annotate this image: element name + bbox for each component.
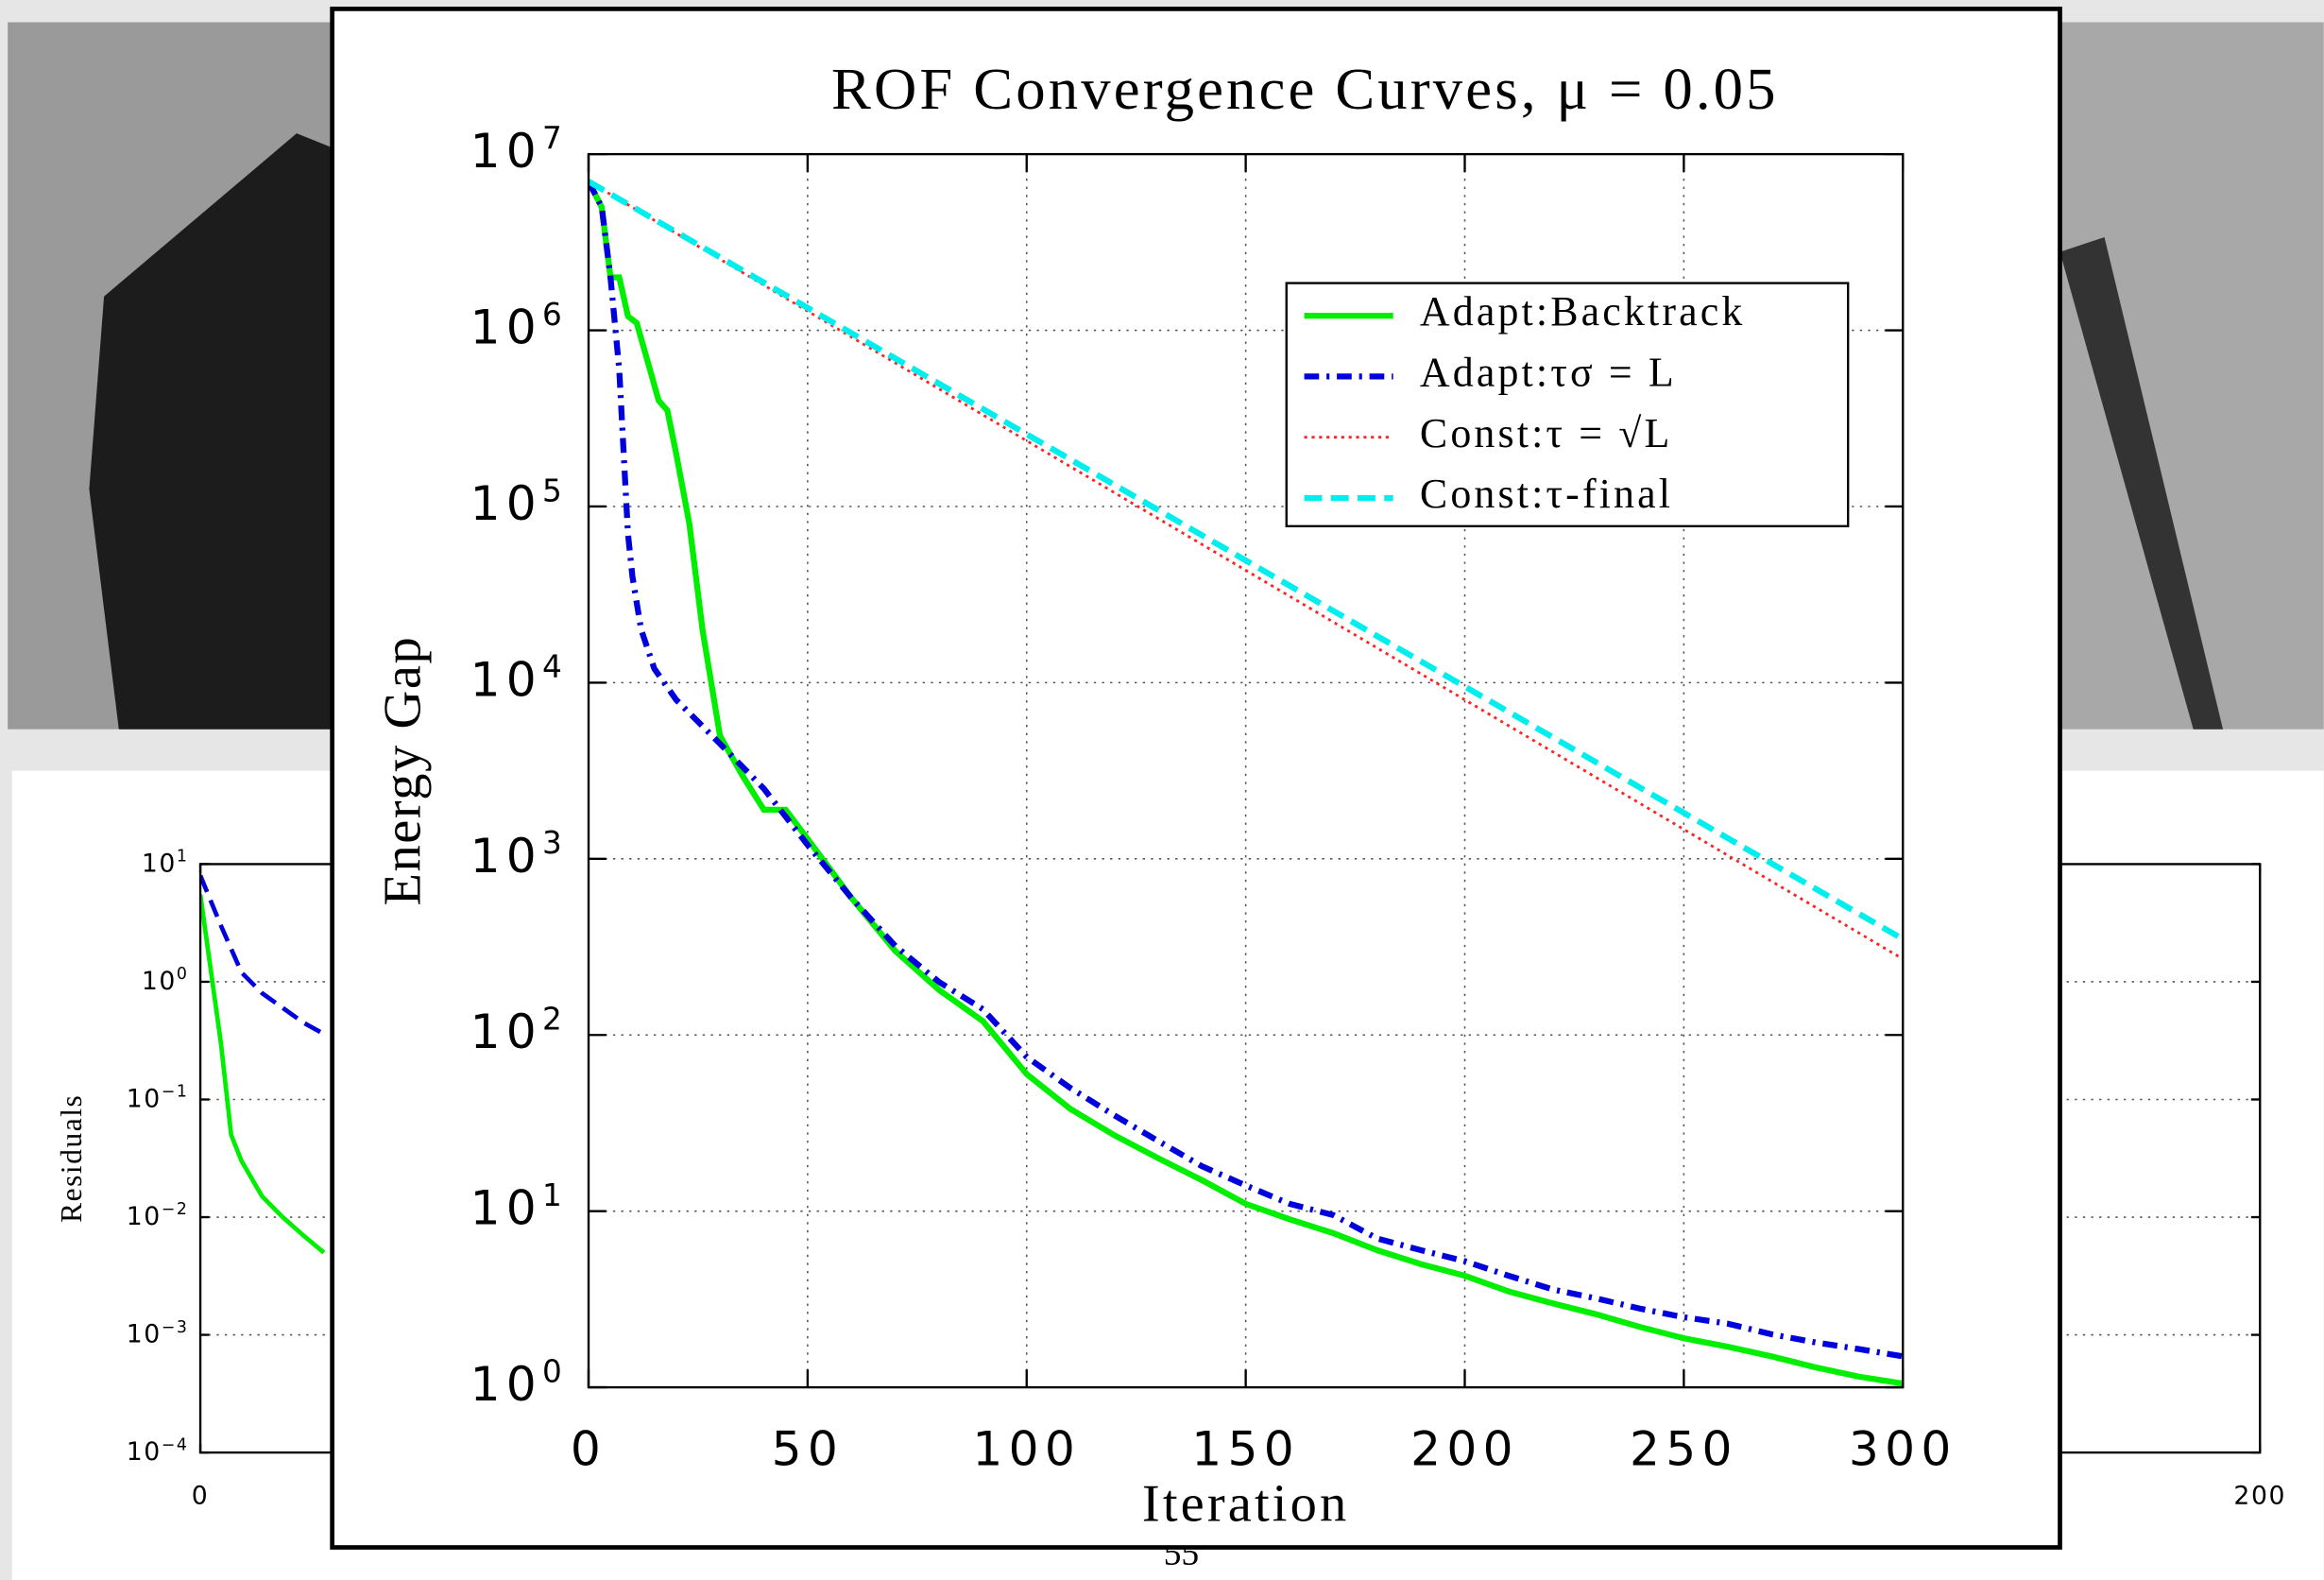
overlay-figure (330, 7, 2062, 1550)
photo-figure (89, 133, 334, 730)
x-axis-label: Iteration (1142, 1475, 1349, 1534)
x-tick-label: 300 (1849, 1421, 1957, 1477)
y-tick-label: 10−1 (127, 1083, 189, 1113)
x-tick-label: 250 (1630, 1421, 1738, 1477)
series-line (200, 874, 326, 1037)
y-tick-label: 10−4 (127, 1435, 189, 1466)
x-tick-label: 200 (1410, 1421, 1519, 1477)
y-tick-label: 10−3 (127, 1318, 189, 1348)
y-tick-label: 102 (470, 1002, 568, 1059)
chart-title: ROF Convergence Curves, μ = 0.05 (831, 56, 1779, 122)
series-line (588, 180, 1904, 1360)
y-tick-label: 103 (470, 825, 568, 883)
convergence-chart: 100 101 102 103 104 105 106 107 0 50 100 150 200 250 3… (374, 56, 1957, 1534)
series-line (200, 894, 326, 1255)
legend-box (1285, 282, 1850, 527)
y-axis-label: Residuals (55, 1094, 88, 1223)
legend-label: Const:τ-final (1420, 472, 1673, 517)
x-tick-label: 0 (571, 1421, 607, 1477)
x-tick-label: 150 (1191, 1421, 1300, 1477)
y-tick-label: 105 (470, 472, 568, 530)
legend-label: Adapt:Backtrack (1420, 289, 1746, 335)
y-tick-label: 100 (142, 965, 189, 995)
y-tick-label: 100 (470, 1353, 568, 1411)
x-tick-label: 0 (192, 1482, 210, 1511)
x-tick-label: 100 (972, 1421, 1081, 1477)
y-axis-label: Energy Gap (374, 636, 433, 906)
x-tick-label: 200 (2233, 1482, 2286, 1511)
legend-label: Adapt:τσ = L (1420, 350, 1677, 395)
y-tick-label: 101 (142, 848, 189, 878)
x-tick-label: 50 (772, 1421, 844, 1477)
plot-frame (587, 152, 1905, 1389)
y-tick-label: 101 (470, 1177, 568, 1235)
y-tick-label: 106 (470, 297, 568, 354)
series-line (588, 179, 1904, 942)
y-tick-label: 10−2 (127, 1200, 189, 1230)
photo-tripod (2059, 236, 2224, 730)
series-line (588, 180, 1904, 1387)
legend-label: Const:τ = √L (1420, 411, 1673, 456)
y-tick-label: 107 (470, 120, 568, 178)
y-tick-label: 104 (470, 649, 568, 707)
